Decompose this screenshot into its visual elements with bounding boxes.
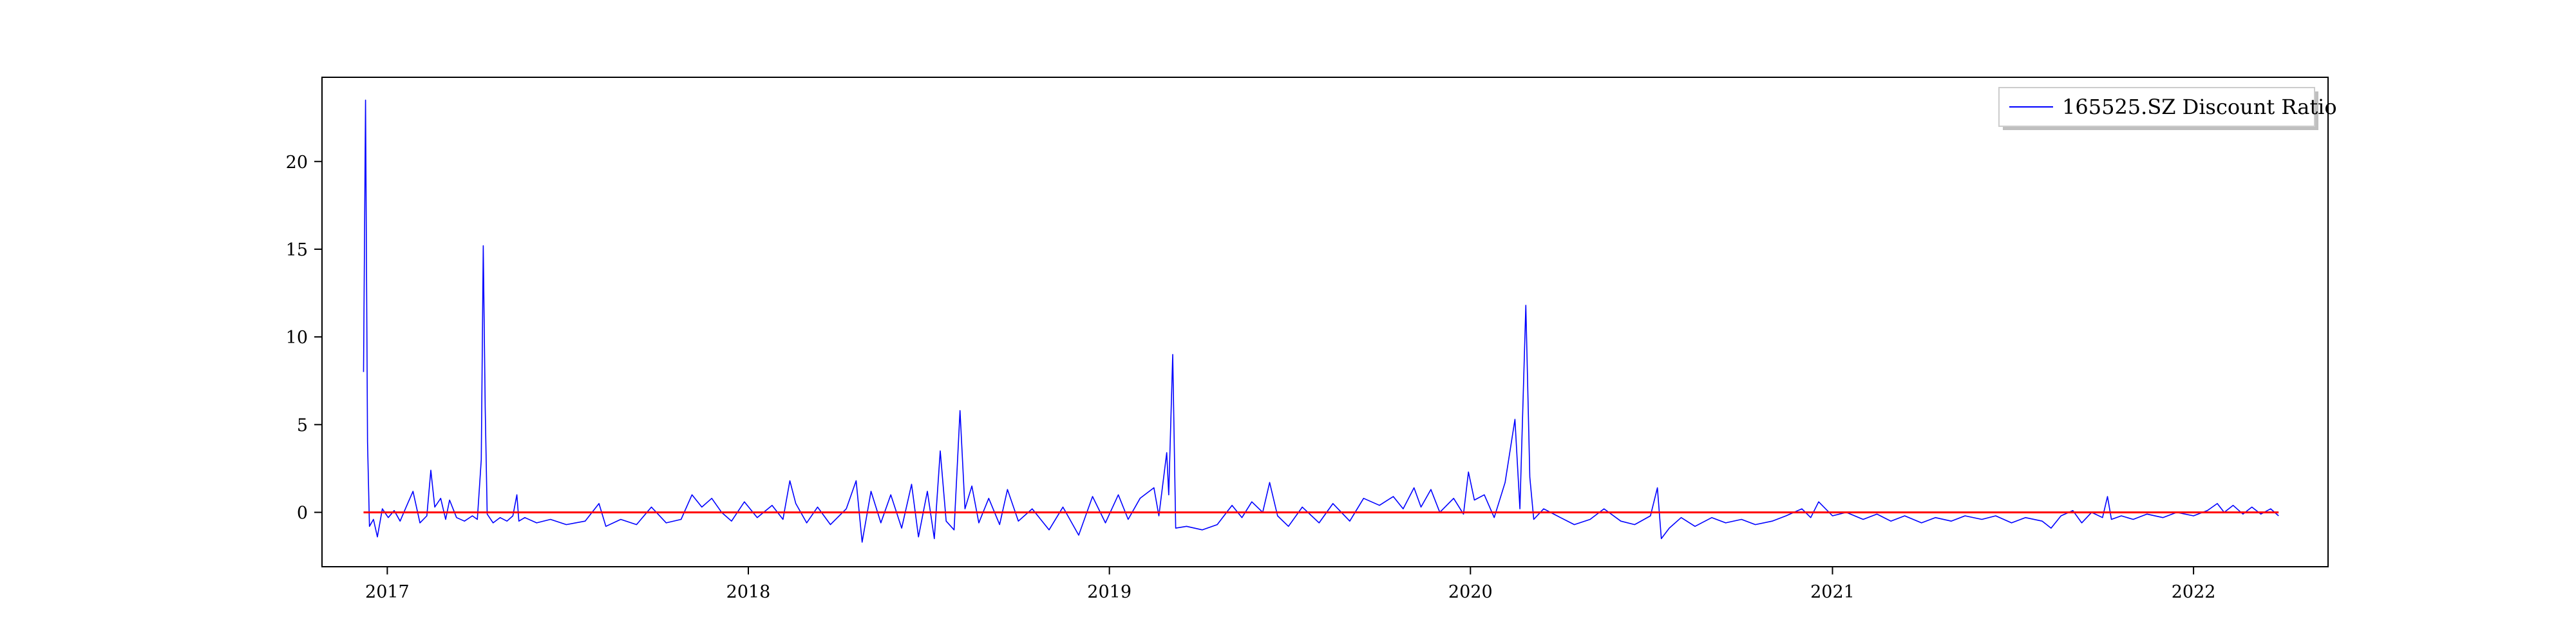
y-tick-label: 0 xyxy=(297,504,308,524)
y-tick-label: 15 xyxy=(286,240,308,260)
y-axis: 0 5 10 15 20 xyxy=(286,153,322,524)
plot-frame xyxy=(321,77,2329,567)
y-tick-label: 10 xyxy=(286,328,308,348)
x-axis: 2017 2018 2019 2020 2021 2022 xyxy=(365,567,2215,602)
x-tick-label: 2018 xyxy=(726,582,771,602)
legend: 165525.SZ Discount Ratio xyxy=(1998,87,2337,130)
series-layer xyxy=(363,99,2279,543)
x-tick-label: 2019 xyxy=(1087,582,1132,602)
x-tick-label: 2021 xyxy=(1810,582,1855,602)
x-tick-label: 2017 xyxy=(365,582,410,602)
x-tick-label: 2022 xyxy=(2172,582,2216,602)
x-tick-label: 2020 xyxy=(1448,582,1493,602)
y-tick-label: 5 xyxy=(297,415,308,435)
legend-label: 165525.SZ Discount Ratio xyxy=(2062,95,2337,119)
y-tick-label: 20 xyxy=(286,153,308,173)
series-line-discount-ratio xyxy=(363,99,2279,543)
